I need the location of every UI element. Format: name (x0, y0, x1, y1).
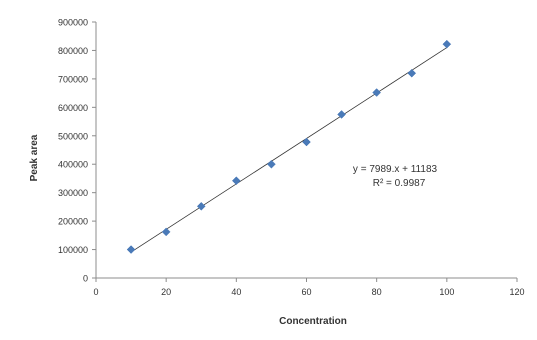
data-point (161, 227, 171, 237)
data-point (231, 176, 241, 186)
x-tick-label: 40 (231, 287, 241, 297)
y-tick-label: 100000 (58, 245, 88, 255)
y-tick-label: 400000 (58, 160, 88, 170)
data-point (302, 137, 311, 147)
y-tick-label: 0 (83, 274, 88, 284)
data-point (267, 159, 276, 169)
x-tick-label: 120 (509, 287, 524, 297)
data-point (196, 201, 206, 211)
x-tick-label: 80 (372, 287, 382, 297)
axes (92, 21, 518, 282)
x-tick-label: 20 (161, 287, 171, 297)
y-tick-label: 300000 (58, 188, 88, 198)
data-points (126, 39, 452, 254)
linear-trendline (130, 47, 448, 253)
data-point (442, 39, 452, 49)
y-tick-label: 700000 (58, 74, 88, 84)
data-point (407, 68, 417, 78)
x-tick-label: 0 (93, 287, 98, 297)
r-squared-label: R² = 0.9987 (373, 178, 426, 189)
tick-labels: 0 100000 200000 300000 400000 500000 600000 700… (58, 18, 525, 298)
y-axis-label: Peak area (29, 134, 40, 181)
y-tick-label: 900000 (58, 18, 88, 28)
trendline-layer (130, 47, 448, 253)
y-tick-label: 800000 (58, 46, 88, 56)
y-tick-label: 600000 (58, 103, 88, 113)
trendline-equation: y = 7989.x + 11183 (353, 164, 438, 175)
data-point (126, 245, 136, 254)
x-tick-label: 60 (301, 287, 311, 297)
x-axis-label: Concentration (279, 316, 347, 327)
data-point (372, 88, 382, 97)
y-tick-label: 200000 (58, 217, 88, 227)
data-point (337, 110, 346, 119)
y-tick-label: 500000 (58, 131, 88, 141)
x-tick-label: 100 (439, 287, 454, 297)
